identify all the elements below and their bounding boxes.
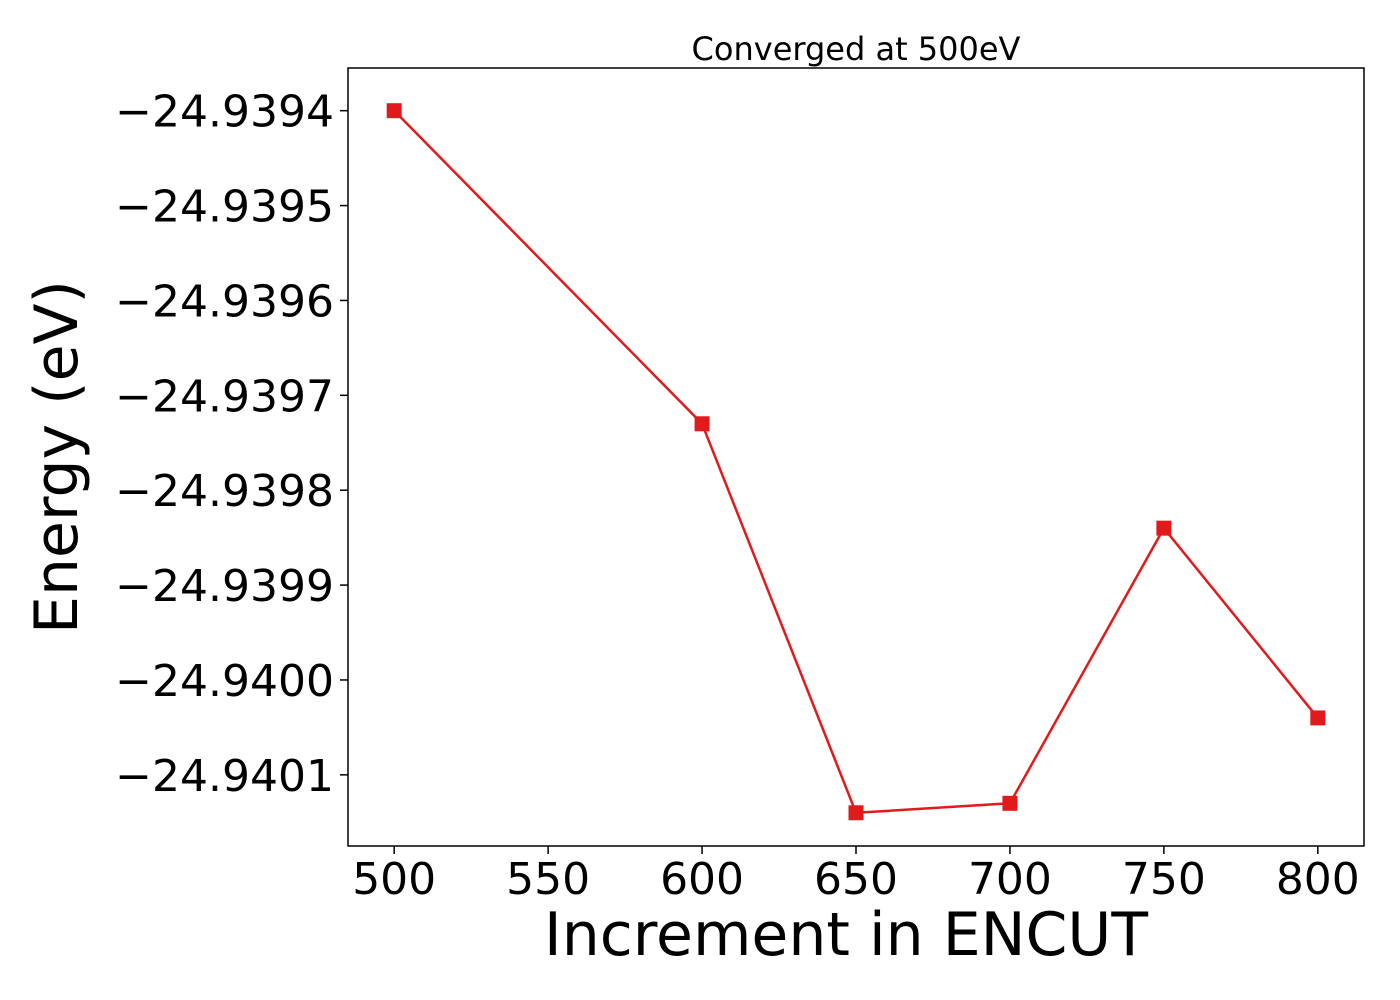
y-tick-label: −24.9398 xyxy=(115,466,334,517)
y-tick-label: −24.9399 xyxy=(115,561,334,612)
y-tick-label: −24.9394 xyxy=(115,87,334,138)
series-line xyxy=(393,109,1319,815)
x-tick-label: 550 xyxy=(506,854,590,905)
x-tick-label: 500 xyxy=(352,854,436,905)
x-tick-label: 700 xyxy=(968,854,1052,905)
y-axis-ticks: −24.9401 −24.9400 −24.9399 −24.9398 −24.9397… xyxy=(115,87,348,802)
data-point-marker xyxy=(1310,710,1326,726)
x-tick-label: 750 xyxy=(1122,854,1206,905)
y-tick-label: −24.9397 xyxy=(115,371,334,422)
data-point-marker xyxy=(1002,795,1018,811)
y-tick-label: −24.9401 xyxy=(115,751,334,802)
plot-content xyxy=(386,103,1326,821)
x-tick-label: 650 xyxy=(814,854,898,905)
y-tick-label: −24.9396 xyxy=(115,276,334,327)
x-tick-label: 800 xyxy=(1276,854,1360,905)
x-axis-ticks: 500 550 600 650 700 750 800 xyxy=(352,846,1360,905)
data-point-marker xyxy=(386,103,402,119)
x-tick-label: 600 xyxy=(660,854,744,905)
y-axis-label: Energy (eV) xyxy=(22,280,92,634)
y-tick-label: −24.9395 xyxy=(115,182,334,233)
y-tick-label: −24.9400 xyxy=(115,656,334,707)
plot-frame xyxy=(347,67,1365,847)
data-point-marker xyxy=(694,416,710,432)
x-axis-label: Increment in ENCUT xyxy=(544,900,1148,970)
data-point-marker xyxy=(848,805,864,821)
chart-title: Converged at 500eV xyxy=(692,30,1021,68)
data-point-marker xyxy=(1156,520,1172,536)
